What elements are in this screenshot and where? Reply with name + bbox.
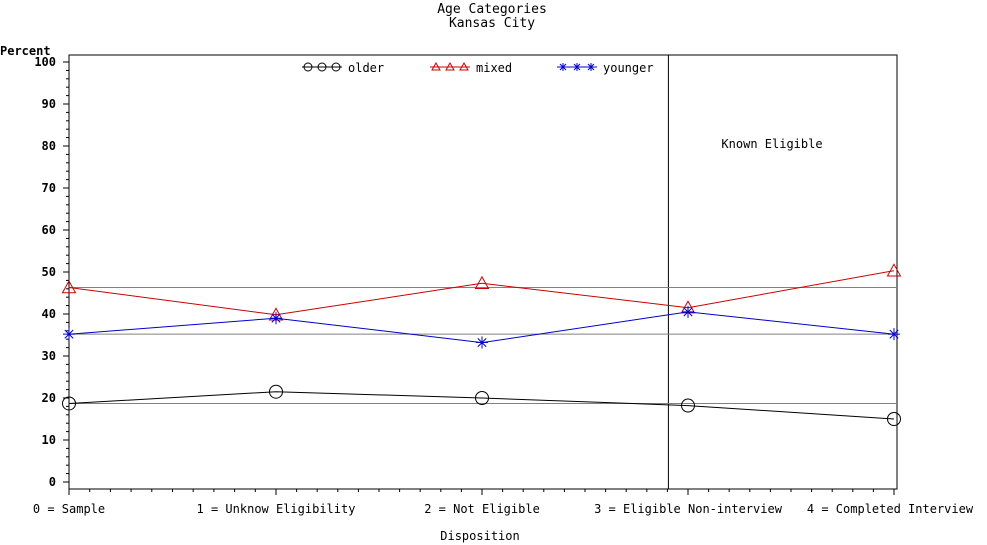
legend-group: older mixed younger	[302, 61, 654, 75]
chart-title: Age Categories	[437, 2, 547, 17]
series-group	[61, 263, 902, 426]
x-tick-label: 0 = Sample	[33, 502, 105, 516]
y-tick-label: 20	[42, 391, 56, 405]
y-tick-label: 40	[42, 307, 56, 321]
y-tick-label: 90	[42, 97, 56, 111]
data-point-older	[269, 384, 283, 399]
y-tick-label: 50	[42, 265, 56, 279]
axes-group: 0 10 20 30 40 50 60 70 80 90 100 0 = Sample 1 = Unkn…	[33, 54, 974, 516]
data-point-younger	[63, 328, 75, 341]
legend-marker-younger	[573, 63, 581, 71]
y-tick-label: 30	[42, 349, 56, 363]
legend-marker-mixed	[445, 61, 455, 71]
annotation-known-eligible: Known Eligible	[721, 137, 822, 151]
data-point-mixed	[474, 275, 490, 290]
plot-frame	[68, 54, 898, 490]
legend-label-younger: younger	[603, 61, 654, 75]
y-axis-label: Percent	[0, 44, 51, 58]
data-point-older	[475, 391, 489, 405]
x-axis-label: Disposition	[440, 529, 519, 543]
legend-marker-mixed	[459, 61, 469, 71]
series-line-mixed	[68, 270, 895, 316]
legend-marker-younger	[587, 63, 595, 71]
y-tick-label: 10	[42, 433, 56, 447]
y-tick-label: 60	[42, 223, 56, 237]
y-tick-label: 100	[34, 55, 56, 69]
legend-marker-older	[303, 62, 313, 72]
data-point-mixed	[886, 263, 902, 277]
y-tick-label: 0	[49, 475, 56, 489]
legend-marker-older	[317, 62, 327, 72]
data-point-older	[681, 398, 695, 413]
series-line-older	[68, 391, 895, 420]
legend-marker-younger	[559, 63, 567, 71]
legend-label-older: older	[348, 61, 384, 75]
reference-lines-group	[69, 287, 897, 404]
data-point-older	[62, 396, 76, 411]
y-tick-label: 70	[42, 181, 56, 195]
y-tick-label: 80	[42, 139, 56, 153]
x-tick-label: 4 = Completed Interview	[807, 502, 974, 516]
x-tick-label: 3 = Eligible Non-interview	[594, 502, 783, 516]
x-tick-label: 2 = Not Eligible	[424, 502, 540, 516]
data-point-mixed	[61, 280, 77, 294]
x-tick-label: 1 = Unknow Eligibility	[197, 502, 356, 516]
data-point-younger	[476, 336, 488, 349]
legend-marker-older	[331, 62, 341, 72]
chart-subtitle: Kansas City	[449, 16, 535, 31]
data-point-younger	[888, 328, 900, 341]
data-point-older	[887, 412, 901, 426]
legend-label-mixed: mixed	[476, 61, 512, 75]
data-point-younger	[270, 312, 282, 325]
data-point-younger	[682, 305, 694, 318]
legend-marker-mixed	[431, 61, 441, 71]
